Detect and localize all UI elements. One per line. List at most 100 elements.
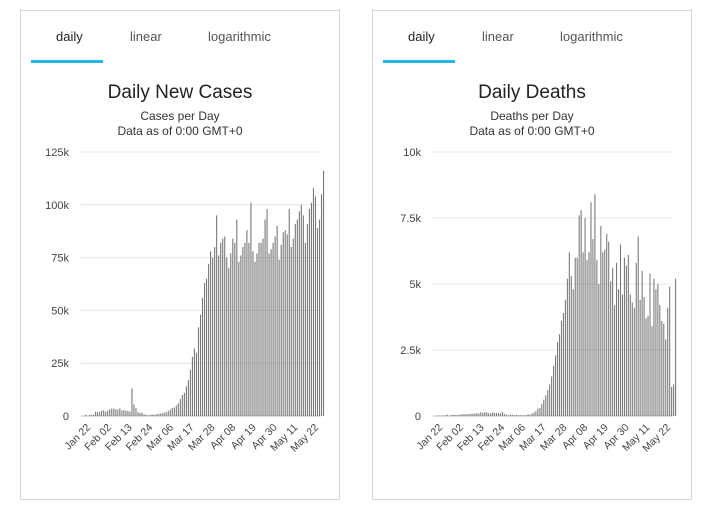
bar (570, 276, 572, 416)
bar (553, 365, 555, 416)
bar (533, 412, 535, 416)
bar (663, 323, 665, 416)
bar (614, 305, 616, 416)
bar (499, 413, 502, 416)
bar (641, 270, 643, 416)
bar (454, 414, 456, 416)
bar (486, 412, 488, 416)
tab-logarithmic[interactable]: logarithmic (208, 29, 271, 44)
bar (503, 414, 505, 416)
bar (610, 281, 612, 416)
bar (549, 384, 551, 416)
bar (458, 414, 460, 416)
bar (133, 404, 135, 416)
bar (177, 403, 179, 416)
bar (159, 413, 161, 416)
bar (286, 234, 288, 416)
bar (645, 318, 647, 416)
bar (254, 261, 256, 416)
bar (278, 259, 280, 416)
bar (300, 204, 302, 416)
bar (582, 252, 584, 416)
bar (113, 408, 115, 416)
bar (191, 356, 193, 416)
bar (649, 273, 651, 416)
bar (169, 409, 171, 416)
bar (232, 238, 234, 416)
bar (511, 414, 513, 416)
bar (616, 262, 618, 416)
bar (527, 414, 529, 416)
bar (183, 392, 185, 416)
bar (669, 286, 671, 416)
bar (199, 314, 202, 416)
y-tick-label: 100k (45, 200, 69, 212)
bar (543, 399, 545, 416)
bar (260, 242, 262, 416)
bar (203, 282, 206, 416)
bar (304, 242, 306, 416)
bar (224, 236, 226, 416)
chart-tabs: daily linear logarithmic (373, 29, 691, 65)
y-tick-label: 0 (63, 411, 69, 423)
bar (490, 413, 492, 416)
bar (131, 388, 133, 416)
bar (466, 414, 468, 416)
bar (105, 411, 107, 416)
bar (598, 284, 600, 416)
bar (280, 244, 282, 416)
y-tick-label: 75k (51, 253, 69, 265)
bar (537, 408, 539, 416)
bar (244, 242, 246, 416)
bar (484, 412, 486, 416)
chart-subtitle: Deaths per Day (490, 109, 574, 123)
bar (665, 339, 667, 416)
bar (574, 257, 576, 416)
bar (135, 408, 137, 416)
bar (566, 278, 568, 416)
bar (647, 315, 649, 416)
bar (161, 413, 163, 416)
bar (519, 415, 521, 416)
bar (228, 268, 230, 416)
bar (606, 233, 608, 416)
bar (193, 348, 196, 416)
bar (91, 414, 93, 416)
bar (562, 313, 564, 416)
bar (284, 230, 286, 416)
tab-linear[interactable]: linear (130, 29, 162, 44)
bar (517, 415, 519, 416)
bar (252, 251, 254, 416)
tab-linear[interactable]: linear (482, 29, 514, 44)
bar (604, 249, 606, 416)
bar (272, 242, 274, 416)
daily-deaths-panel: daily linear logarithmic Daily Deaths De… (372, 10, 692, 500)
bar (496, 412, 498, 416)
bar (208, 263, 210, 416)
y-tick-label: 0 (415, 411, 421, 423)
tab-daily[interactable]: daily (408, 29, 435, 44)
bar (635, 262, 637, 416)
bar (631, 302, 633, 416)
tab-daily[interactable]: daily (56, 29, 83, 44)
bar (290, 247, 292, 416)
bar (288, 209, 290, 416)
chart-data-date: Data as of 0:00 GMT+0 (469, 124, 595, 138)
bar (139, 412, 141, 416)
tab-logarithmic[interactable]: logarithmic (560, 29, 623, 44)
bar (619, 244, 622, 416)
bar (621, 294, 623, 416)
bar (557, 342, 559, 416)
bar (594, 194, 596, 416)
bar (240, 255, 242, 416)
bar (545, 395, 547, 416)
bar (197, 327, 200, 416)
bar (85, 414, 87, 416)
bar (141, 412, 143, 416)
bar (541, 404, 543, 416)
bar (474, 413, 476, 416)
bar (137, 412, 139, 416)
bar (497, 413, 500, 416)
bar (608, 241, 610, 416)
bar (547, 390, 549, 416)
